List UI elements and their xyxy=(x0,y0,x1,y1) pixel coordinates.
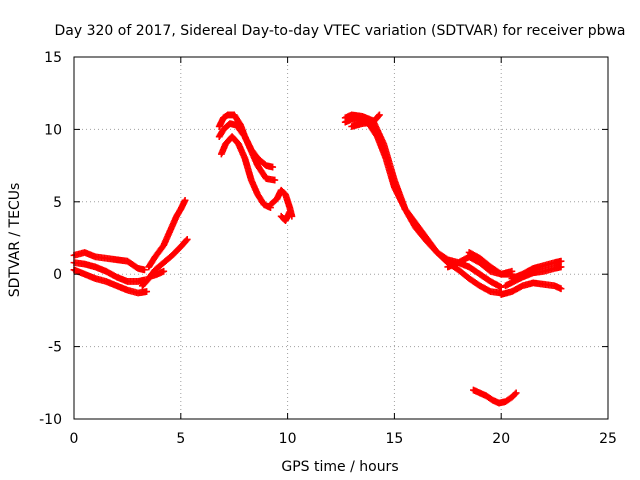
data-point xyxy=(512,389,520,397)
data-point xyxy=(286,208,294,216)
data-point xyxy=(508,267,516,275)
data-point xyxy=(141,266,148,274)
chart-title: Day 320 of 2017, Sidereal Day-to-day VTE… xyxy=(54,23,625,39)
data-point xyxy=(183,236,191,243)
data-point xyxy=(557,263,565,271)
y-tick-label: 0 xyxy=(53,267,62,283)
satellite-track-16 xyxy=(465,249,516,278)
satellite-track-11 xyxy=(277,208,294,225)
y-axis-label: SDTVAR / TECUs xyxy=(7,183,23,298)
data-point xyxy=(181,196,189,204)
y-tick-label: 10 xyxy=(44,122,62,138)
satellite-track-2 xyxy=(70,259,148,285)
data-point xyxy=(143,288,151,295)
data-point xyxy=(160,267,168,275)
data-points-layer xyxy=(70,111,565,407)
satellite-track-9 xyxy=(217,133,274,211)
y-tick-label: 5 xyxy=(53,195,62,211)
x-tick-label: 5 xyxy=(176,431,185,447)
x-tick-label: 25 xyxy=(599,431,617,447)
plot-frame xyxy=(73,56,609,420)
satellite-track-17 xyxy=(497,279,565,298)
data-point xyxy=(497,283,505,291)
data-point xyxy=(557,285,565,293)
satellite-track-20 xyxy=(470,386,520,407)
x-axis-label: GPS time / hours xyxy=(281,459,398,475)
data-point xyxy=(271,176,279,184)
x-tick-label: 10 xyxy=(279,431,297,447)
data-point xyxy=(269,163,277,171)
satellite-track-14 xyxy=(348,111,383,130)
x-tick-label: 15 xyxy=(385,431,403,447)
y-tick-label: 15 xyxy=(44,50,62,66)
satellite-track-13 xyxy=(341,111,505,297)
x-tick-label: 20 xyxy=(492,431,510,447)
satellite-track-3 xyxy=(70,266,151,297)
grid-layer xyxy=(74,57,608,419)
satellite-track-8 xyxy=(215,120,279,184)
satellite-track-4 xyxy=(145,196,189,271)
y-tick-label: -5 xyxy=(48,340,62,356)
x-tick-label: 0 xyxy=(70,431,79,447)
satellite-track-6 xyxy=(145,267,168,281)
data-point xyxy=(557,257,565,265)
y-tick-label: -10 xyxy=(39,412,62,428)
data-point xyxy=(376,111,383,119)
ticks-layer: 0 5 10 15 20 25 -10 -5 0 5 10 15 xyxy=(39,50,617,447)
satellite-track-1 xyxy=(70,249,148,274)
satellite-track-19 xyxy=(508,257,565,282)
